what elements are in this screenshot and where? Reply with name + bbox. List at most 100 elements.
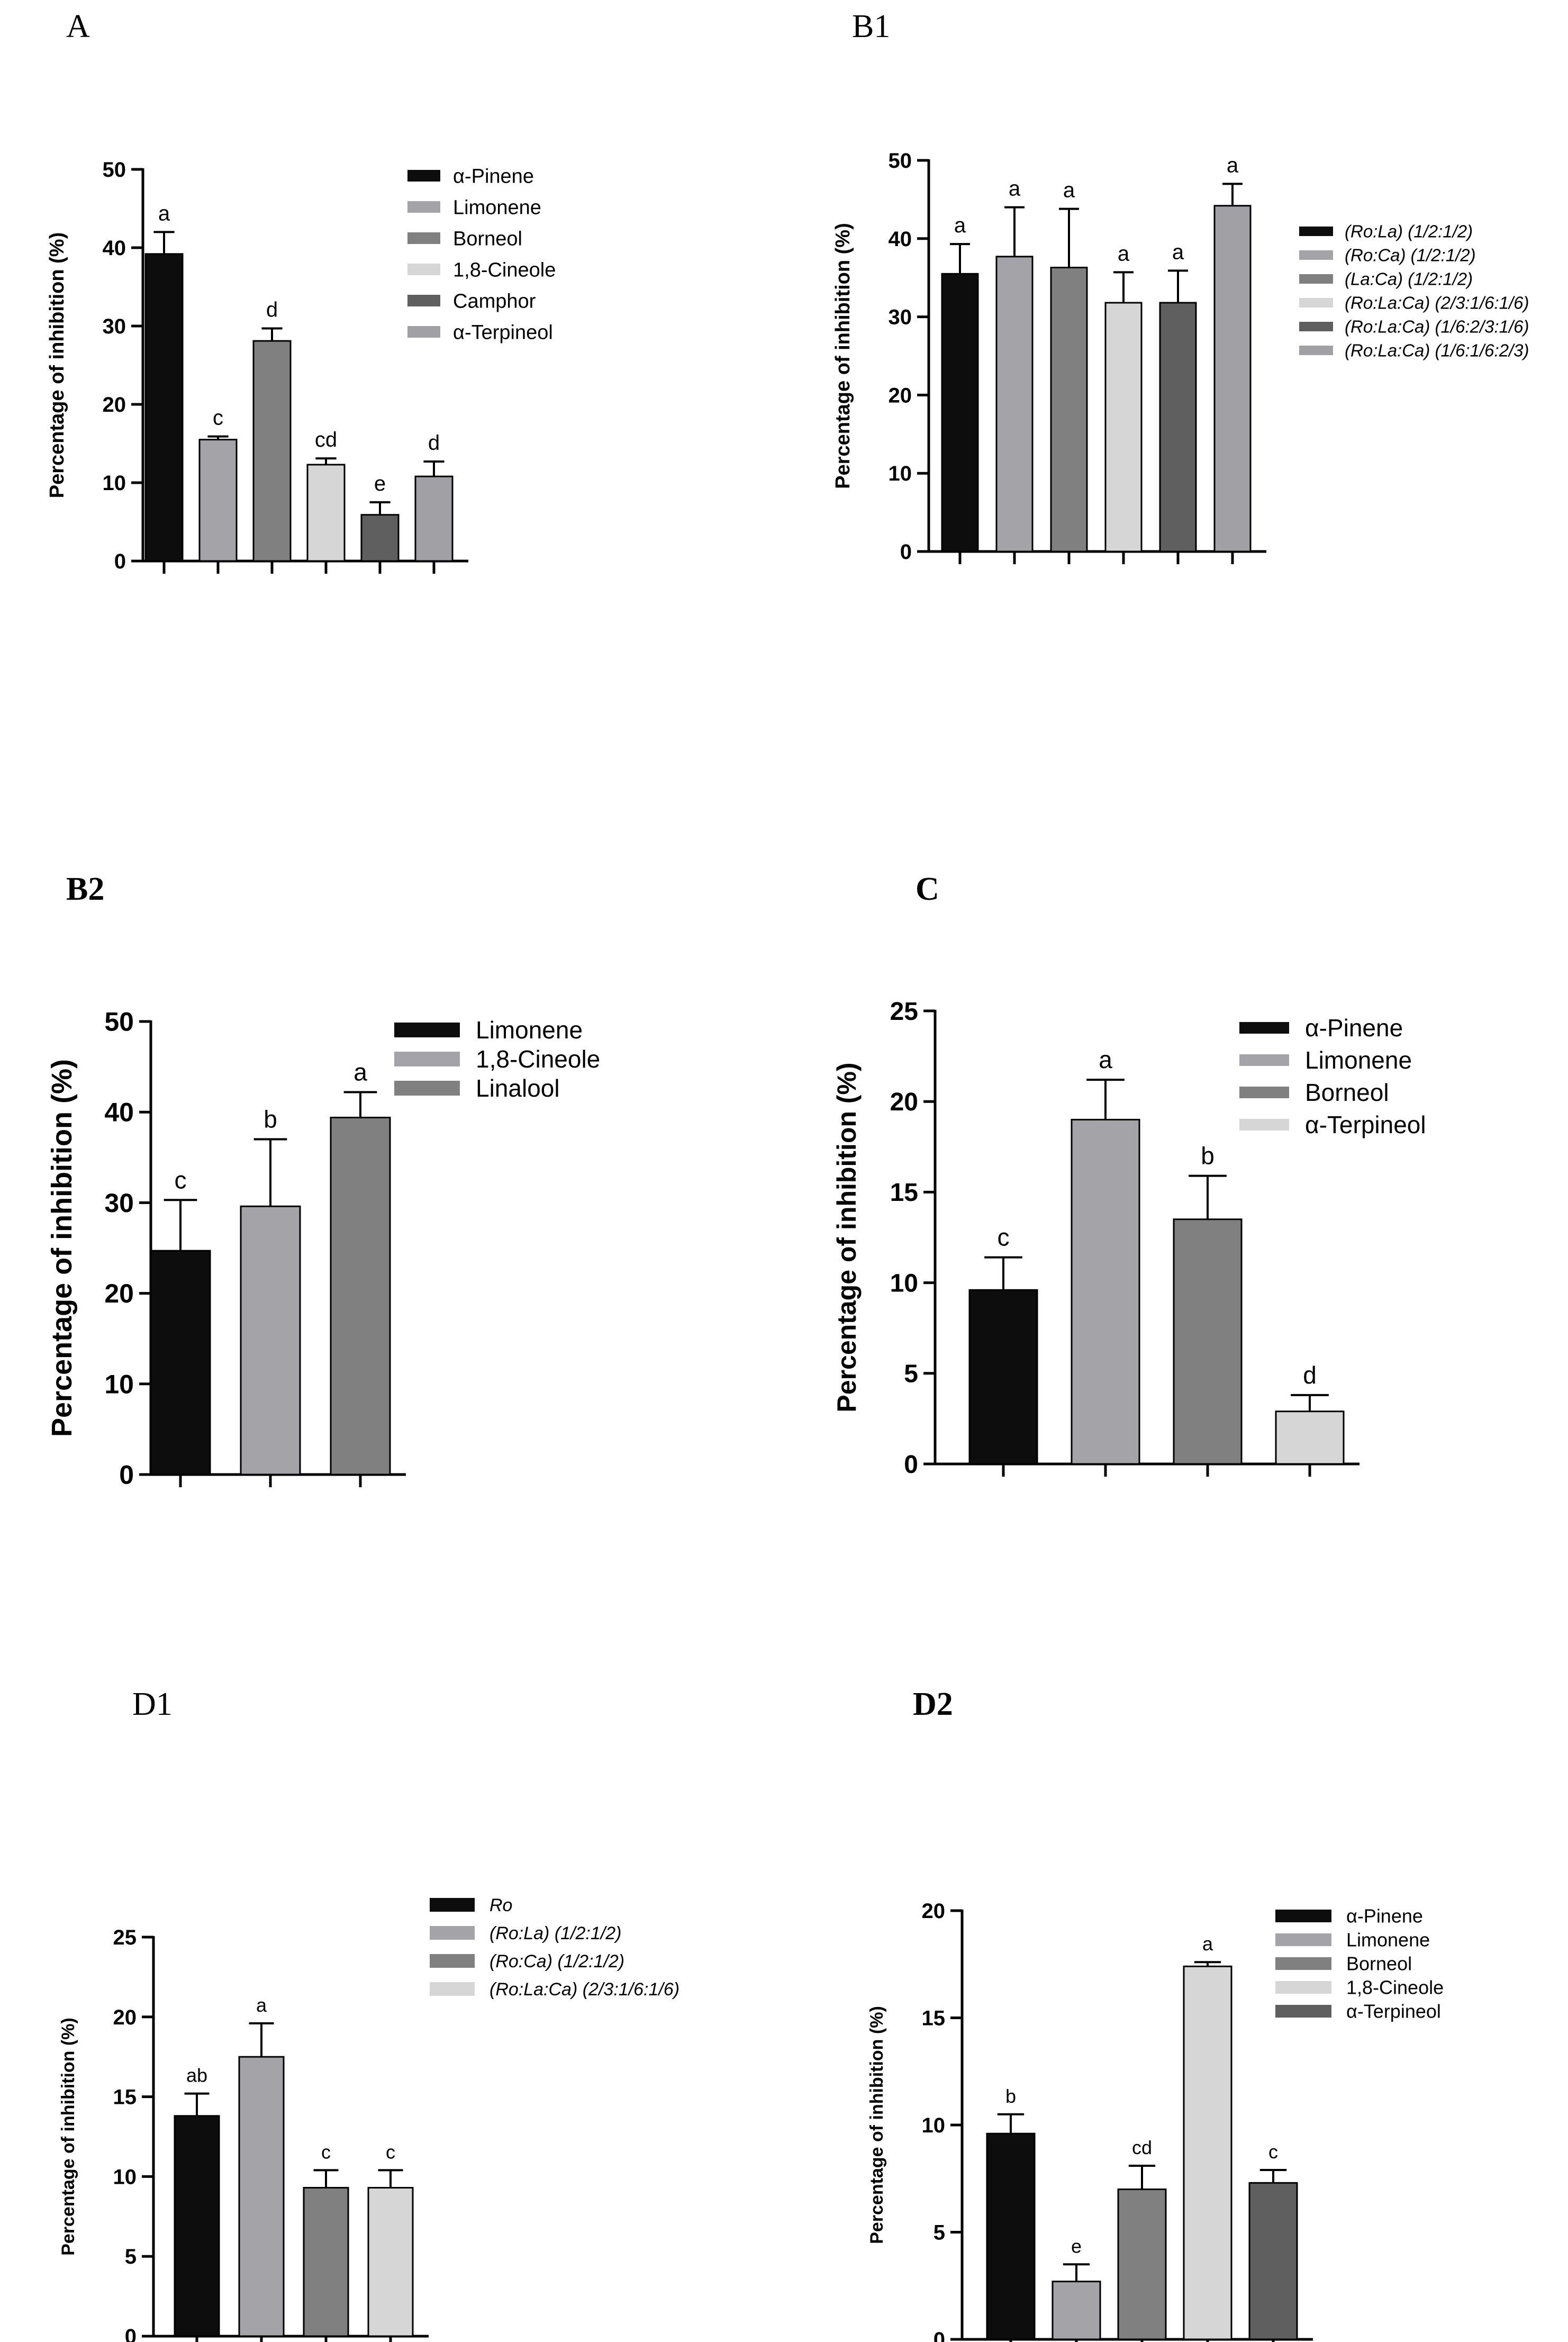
- significance-letter: ab: [186, 2065, 207, 2086]
- significance-letter: a: [1202, 1933, 1213, 1955]
- bar-2: [1071, 1118, 1140, 1465]
- y-tick-label: 10: [890, 1269, 918, 1297]
- y-tick-label: 50: [104, 1007, 134, 1037]
- legend-label: α-Pinene: [453, 165, 534, 187]
- bar-3: [252, 340, 292, 562]
- significance-letter: c: [1268, 2141, 1278, 2163]
- legend-label: Camphor: [453, 290, 536, 312]
- legend-label: Borneol: [1305, 1079, 1389, 1106]
- panel-label: B2: [66, 871, 104, 907]
- legend-swatch: [430, 1982, 475, 1996]
- bar-1: [174, 2115, 220, 2337]
- legend-label: (Ro:La) (1/2:1/2): [490, 1923, 621, 1943]
- bar-4: [1275, 1410, 1345, 1465]
- significance-letter: d: [428, 431, 440, 455]
- bar-6: [1213, 205, 1252, 553]
- legend-label: α-Pinene: [1346, 1905, 1423, 1927]
- significance-letter: e: [374, 472, 386, 495]
- significance-letter: a: [158, 202, 170, 225]
- legend-label: α-Terpineol: [1346, 2001, 1441, 2022]
- significance-letter: d: [1303, 1361, 1317, 1389]
- bar-5: [1159, 302, 1197, 553]
- legend-label: Borneol: [453, 228, 522, 250]
- panel-label: A: [66, 8, 90, 44]
- legend-swatch: [407, 232, 440, 244]
- legend-label: Limonene: [453, 196, 541, 219]
- bar-3: [330, 1116, 391, 1476]
- bar-4: [367, 2187, 414, 2337]
- legend-swatch: [394, 1023, 460, 1037]
- legend-label: (Ro:La:Ca) (1/6:1/6:2/3): [1345, 341, 1529, 360]
- y-axis-title: Percentage of inhibition (%): [867, 2006, 887, 2244]
- bar-1: [968, 1289, 1038, 1465]
- legend-label: 1,8-Cineole: [453, 259, 556, 281]
- legend-swatch: [1239, 1119, 1289, 1131]
- panel-label: C: [916, 871, 939, 907]
- legend-label: (Ro:La) (1/2:1/2): [1345, 222, 1473, 241]
- y-tick-label: 40: [889, 228, 912, 251]
- y-tick-label: 0: [904, 1451, 918, 1479]
- bar-2: [198, 439, 238, 562]
- legend-swatch: [394, 1052, 460, 1066]
- legend-swatch: [1299, 346, 1333, 355]
- significance-letter: cd: [315, 428, 337, 451]
- legend-swatch: [407, 201, 440, 213]
- y-tick-label: 0: [114, 550, 126, 573]
- y-tick-label: 10: [103, 472, 126, 495]
- significance-letter: b: [1201, 1142, 1214, 1170]
- y-tick-label: 0: [900, 540, 912, 564]
- significance-letter: d: [266, 298, 278, 321]
- legend-swatch: [407, 170, 440, 182]
- legend-swatch: [1275, 1957, 1331, 1970]
- legend-swatch: [1239, 1022, 1289, 1034]
- y-axis-title: Percentage of inhibition (%): [46, 232, 68, 498]
- bar-2: [240, 1205, 301, 1476]
- legend-label: Ro: [490, 1895, 512, 1915]
- significance-letter: e: [1071, 2235, 1082, 2257]
- y-axis-title: Percentage of inhibition (%): [58, 2018, 78, 2256]
- y-tick-label: 10: [889, 462, 912, 485]
- legend-swatch: [1299, 250, 1333, 260]
- panel-label: B1: [852, 8, 890, 44]
- y-tick-label: 10: [113, 2165, 137, 2189]
- legend-label: (Ro:La:Ca) (1/6:2/3:1/6): [1345, 317, 1529, 337]
- significance-letter: a: [256, 1994, 267, 2016]
- y-tick-label: 50: [889, 149, 912, 173]
- y-tick-label: 5: [904, 1360, 918, 1388]
- bar-2: [238, 2056, 285, 2337]
- y-tick-label: 15: [890, 1179, 918, 1207]
- significance-letter: a: [1118, 242, 1130, 265]
- bar-3: [1117, 2189, 1167, 2340]
- legend-label: Borneol: [1346, 1953, 1412, 1975]
- chart-panel-c: C 0 5 10 15 20 25 Percentage of inhibition (%) c…: [832, 871, 1426, 1479]
- y-tick-label: 30: [104, 1188, 134, 1218]
- bar-2: [1052, 2281, 1101, 2340]
- y-tick-label: 20: [890, 1088, 918, 1116]
- legend-swatch: [407, 326, 440, 338]
- legend-label: 1,8-Cineole: [476, 1045, 600, 1073]
- chart-panel-d1: D1 0 5 10 15 20 25 Percentage of inhibition (%)…: [58, 1686, 679, 2342]
- y-tick-label: 25: [113, 1926, 137, 1949]
- legend-label: Limonene: [1346, 1929, 1430, 1951]
- bar-3: [1050, 266, 1088, 553]
- y-tick-label: 0: [933, 2328, 945, 2342]
- bar-3: [303, 2187, 349, 2337]
- legend-swatch: [430, 1926, 475, 1940]
- y-tick-label: 30: [103, 315, 126, 338]
- bar-4: [1183, 1965, 1232, 2340]
- legend-swatch: [1275, 1933, 1331, 1946]
- y-tick-label: 20: [922, 1900, 946, 1923]
- bar-1: [941, 273, 979, 553]
- legend-label: (Ro:Ca) (1/2:1/2): [1345, 246, 1476, 265]
- y-tick-label: 40: [103, 237, 126, 260]
- y-tick-label: 40: [104, 1098, 134, 1127]
- legend-swatch: [1239, 1087, 1289, 1098]
- significance-letter: a: [1063, 179, 1075, 202]
- bar-5: [1248, 2182, 1298, 2340]
- legend-label: (Ro:La:Ca) (2/3:1/6:1/6): [490, 1979, 679, 2000]
- significance-letter: c: [321, 2141, 331, 2163]
- legend-swatch: [1299, 322, 1333, 331]
- legend-swatch: [1275, 2005, 1331, 2018]
- y-tick-label: 15: [922, 2007, 946, 2030]
